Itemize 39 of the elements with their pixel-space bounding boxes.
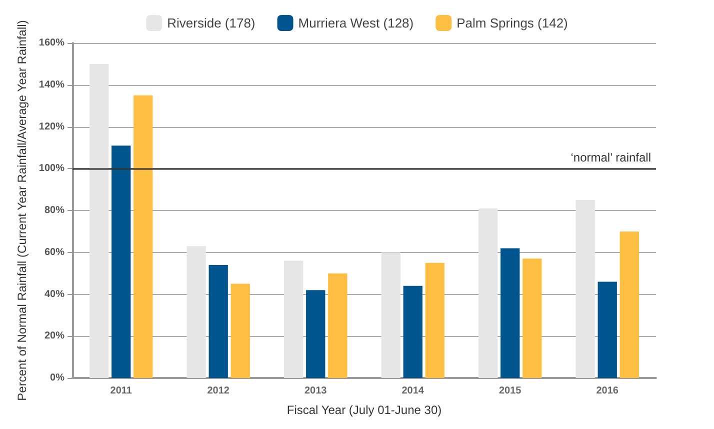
y-tick-label: 160% — [38, 38, 65, 48]
y-tick-label: 120% — [38, 121, 65, 132]
bar — [598, 282, 617, 378]
x-tick-label: 2012 — [207, 386, 230, 396]
x-tick-label: 2014 — [402, 386, 424, 396]
bar — [381, 252, 400, 378]
bar — [208, 264, 228, 378]
bar — [403, 286, 422, 378]
legend-label: Murriera West (128) — [298, 16, 414, 30]
bar — [576, 200, 595, 378]
bar — [89, 64, 109, 378]
x-tick-label: 2013 — [304, 386, 328, 396]
y-tick-label: 100% — [38, 163, 65, 174]
bar — [186, 246, 206, 378]
x-tick-label: 2011 — [110, 386, 132, 396]
y-tick-label: 60% — [44, 246, 65, 258]
y-tick-label: 20% — [44, 330, 65, 342]
x-tick-label: 2015 — [498, 386, 522, 396]
ref-line-label: ‘normal’ rainfall — [570, 150, 651, 165]
bar — [306, 290, 326, 378]
y-tick-label: 40% — [44, 288, 65, 300]
x-tick-label: 2016 — [596, 386, 619, 396]
bar — [230, 284, 250, 378]
y-axis-title: Percent of Normal Rainfall (Current Year Rainfall/Average Year Rainfall) — [15, 20, 29, 401]
bar — [478, 208, 498, 378]
y-tick-label: 140% — [38, 79, 65, 90]
bar — [522, 258, 542, 378]
x-axis-title: Fiscal Year (July 01-June 30) — [286, 403, 442, 417]
bar — [500, 248, 520, 378]
bar — [134, 95, 153, 378]
legend-label: Riverside (178) — [167, 16, 256, 30]
y-tick-label: 80% — [44, 205, 65, 216]
bar — [328, 273, 348, 378]
legend-label: Palm Springs (142) — [456, 16, 568, 30]
y-tick-label: 0% — [50, 372, 65, 384]
bar — [425, 262, 444, 378]
bar — [620, 231, 639, 378]
bar — [284, 260, 304, 378]
bar — [112, 146, 131, 378]
